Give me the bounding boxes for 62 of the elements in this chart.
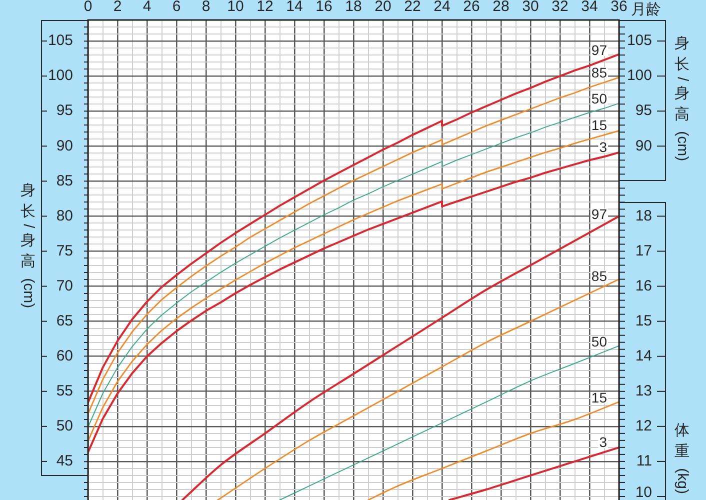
y-tick-label: 95 [56,102,73,120]
y3-tick-label: 12 [635,418,652,435]
line-series [368,401,619,500]
y3-tick-label: 14 [635,347,652,364]
y3-tick-label: 17 [635,242,652,260]
series-label: 85 [591,64,608,80]
y-tick-label: 80 [56,207,73,224]
x-tick-label: 18 [345,0,362,16]
y3-tick-label: 15 [635,312,652,330]
y2-tick-label: 90 [635,137,652,154]
y2-tick-label: 105 [626,32,652,50]
y-tick-label: 70 [56,277,73,294]
x-tick-label: 14 [286,0,303,16]
x-tick-label: 24 [434,0,450,16]
y3-tick-label: 11 [636,452,652,470]
series-label: 97 [591,42,608,58]
y3-axis-title: 体重 (kg) [673,421,692,496]
x-tick-label: 22 [404,0,421,16]
y-tick-label: 60 [56,347,73,364]
series-label: 15 [591,117,608,134]
x-tick-label: 4 [142,0,152,16]
y-tick-label: 50 [56,418,73,435]
line-series [279,345,619,500]
x-tick-label: 26 [463,0,480,16]
x-axis-title: 月龄 [631,1,661,19]
x-tick-label: 20 [374,0,392,16]
y-tick-label: 45 [56,452,73,470]
y-tick-label: 85 [56,172,73,190]
series-label: 3 [599,138,608,155]
x-tick-label: 8 [202,0,210,16]
y2-tick-label: 95 [635,102,652,120]
y3-tick-label: 16 [635,277,652,294]
y-tick-label: 65 [56,312,73,330]
y-tick-label: 75 [56,242,73,260]
y-tick-label: 55 [56,382,73,400]
x-tick-label: 0 [84,0,92,16]
x-tick-label: 16 [316,0,332,16]
y-tick-label: 105 [48,32,73,50]
y-tick-label: 100 [48,67,73,84]
y-axis-title: 身长/身高 (cm) [19,181,38,310]
x-tick-label: 32 [552,0,568,16]
x-tick-label: 34 [581,0,598,16]
x-tick-label: 36 [610,0,628,16]
y-tick-label: 90 [56,137,73,154]
x-tick-label: 30 [522,0,539,16]
x-tick-label: 6 [172,0,181,16]
y3-tick-label: 10 [635,484,652,500]
y3-tick-label: 18 [635,207,652,224]
x-tick-label: 10 [227,0,244,16]
line-series [448,446,619,500]
y3-tick-label: 13 [635,382,652,400]
series-label: 85 [591,268,608,284]
x-tick-label: 12 [256,0,274,16]
series-label: 3 [599,434,608,450]
x-tick-label: 28 [492,0,510,16]
y2-axis-title: 身长/身高 (cm) [673,34,692,164]
y2-tick-label: 100 [626,67,652,84]
series-label: 50 [591,90,608,106]
series-label: 97 [591,206,608,222]
x-tick-label: 2 [113,0,122,16]
series-label: 15 [591,390,608,406]
series-label: 50 [591,334,608,350]
